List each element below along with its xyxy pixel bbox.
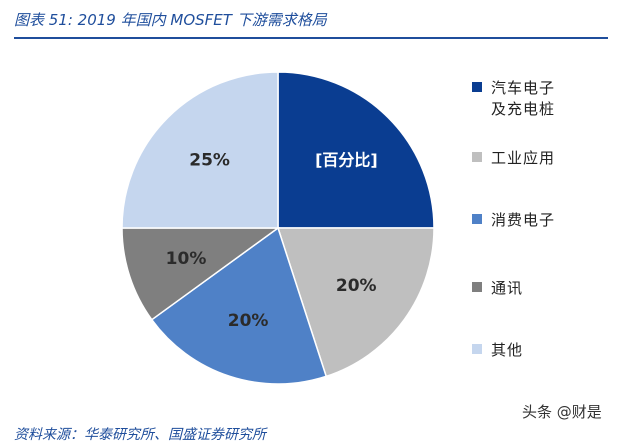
legend-swatch [472,152,482,162]
data-label-3: 20% [228,311,269,331]
watermark: 头条 @财是 [522,403,602,421]
legend-swatch [472,282,482,292]
source-note: 资料来源：华泰研究所、国盛证券研究所 [14,427,266,443]
data-label-4: 10% [166,249,207,269]
pie-slice-3 [150,226,328,385]
pie-chart: 20% 20% 10% 25% [百分比] [121,71,435,385]
chart-title: 图表 51: 2019 年国内 MOSFET 下游需求格局 [14,11,327,29]
pie-slice-1 [277,71,435,229]
legend-item-5: 其他 [472,340,523,361]
legend-label: 通讯 [491,279,524,297]
legend-item-4: 通讯 [472,278,523,299]
data-label-5: 25% [189,151,230,171]
legend-swatch [472,82,482,92]
pie-slice-4 [121,227,281,321]
data-label-2: 20% [336,276,377,296]
legend-swatch [472,214,482,224]
unit-label: [百分比] [315,151,378,170]
legend-label: 工业应用 [491,149,556,167]
pie-slice-5 [121,71,279,229]
legend-item-3: 消费电子 [472,210,555,231]
legend-label: 其他 [491,341,524,359]
title-rule [14,37,608,39]
pie-slice-2 [276,227,435,378]
legend-label: 消费电子 [491,211,556,229]
legend-label: 汽车电子 及充电桩 [491,79,556,118]
legend-item-1: 汽车电子 及充电桩 [472,78,555,120]
legend-swatch [472,344,482,354]
legend-item-2: 工业应用 [472,148,555,169]
